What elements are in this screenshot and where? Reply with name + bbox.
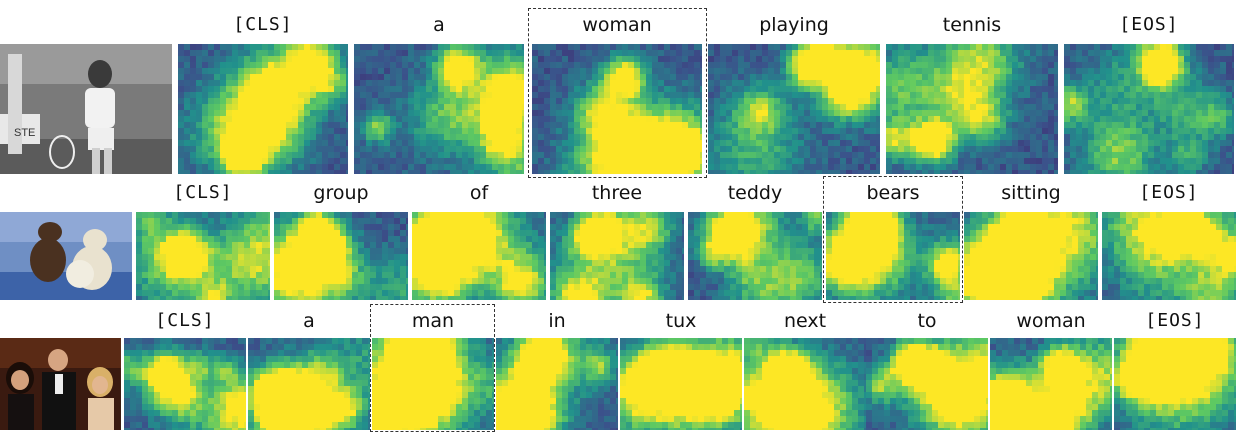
svg-text:STE: STE bbox=[14, 127, 35, 139]
token-label: of bbox=[469, 182, 489, 204]
token-label: tux bbox=[665, 310, 697, 332]
token-label: woman bbox=[1016, 310, 1086, 332]
token-label: man bbox=[411, 310, 455, 332]
attention-map bbox=[532, 44, 702, 174]
token-label: a bbox=[303, 310, 315, 332]
attention-map bbox=[412, 212, 546, 300]
attention-map bbox=[826, 212, 960, 300]
token-label: playing bbox=[759, 14, 829, 36]
attention-map bbox=[708, 44, 880, 174]
attention-map bbox=[248, 338, 370, 430]
attention-map bbox=[886, 44, 1058, 174]
attention-map bbox=[688, 212, 822, 300]
token-label: to bbox=[917, 310, 937, 332]
token-label: woman bbox=[582, 14, 652, 36]
token-label: [EOS] bbox=[1145, 310, 1205, 331]
token-label: a bbox=[433, 14, 445, 36]
attention-map bbox=[744, 338, 866, 430]
photo-teddy-bears bbox=[0, 212, 132, 300]
attention-map bbox=[964, 212, 1098, 300]
attention-map bbox=[620, 338, 742, 430]
token-label: [EOS] bbox=[1139, 182, 1199, 203]
token-label: [EOS] bbox=[1119, 14, 1179, 35]
attention-map bbox=[354, 44, 524, 174]
token-label: tennis bbox=[942, 14, 1002, 36]
token-label: [CLS] bbox=[233, 14, 293, 35]
token-label: [CLS] bbox=[155, 310, 215, 331]
attention-map bbox=[1064, 44, 1234, 174]
attention-map bbox=[274, 212, 408, 300]
attention-map bbox=[1102, 212, 1236, 300]
attention-map bbox=[1114, 338, 1236, 430]
attention-map bbox=[136, 212, 270, 300]
attention-map bbox=[124, 338, 246, 430]
attention-map bbox=[550, 212, 684, 300]
token-label: teddy bbox=[727, 182, 783, 204]
attention-map bbox=[372, 338, 494, 430]
photo-tennis-player: STE bbox=[0, 44, 172, 174]
attention-map bbox=[496, 338, 618, 430]
token-label: [CLS] bbox=[173, 182, 233, 203]
token-label: bears bbox=[866, 182, 920, 204]
token-label: next bbox=[783, 310, 827, 332]
attention-map bbox=[866, 338, 988, 430]
photo-man-in-tux bbox=[0, 338, 121, 430]
attention-map bbox=[990, 338, 1112, 430]
token-label: in bbox=[548, 310, 566, 332]
attention-map bbox=[178, 44, 348, 174]
token-label: three bbox=[591, 182, 643, 204]
token-label: group bbox=[313, 182, 369, 204]
token-label: sitting bbox=[1001, 182, 1061, 204]
